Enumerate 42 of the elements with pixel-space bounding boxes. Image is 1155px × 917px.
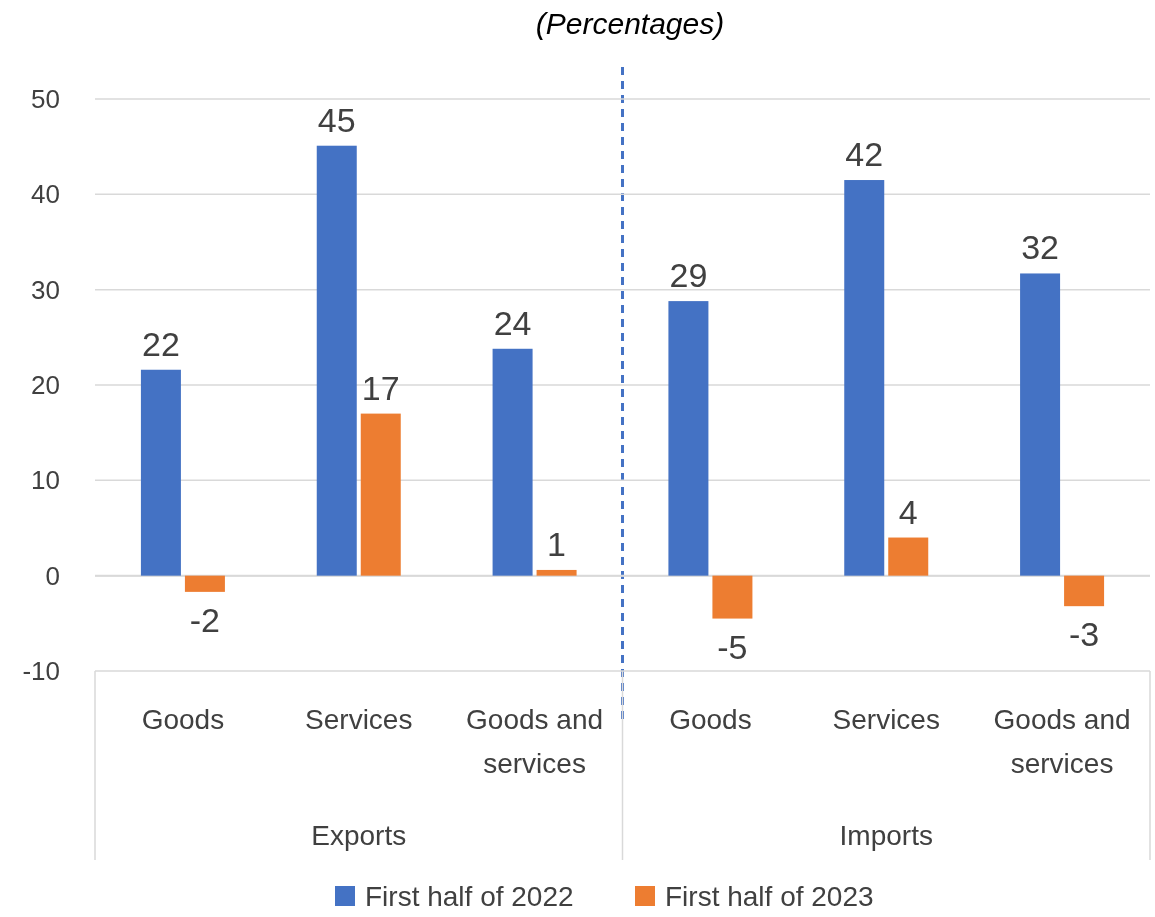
data-label: 32	[1021, 228, 1059, 267]
bar	[492, 348, 533, 576]
data-label: 24	[493, 303, 532, 342]
x-tick-label: Services	[832, 704, 940, 735]
text: Exports	[311, 820, 407, 851]
bar	[844, 180, 885, 576]
data-label: 4	[898, 492, 918, 531]
bar	[1020, 273, 1061, 576]
y-tick-label: 30	[31, 274, 60, 305]
y-tick-label: -10	[22, 656, 60, 687]
data-label: 45	[317, 100, 356, 139]
data-label: 22	[142, 324, 180, 363]
data-label: -2	[189, 600, 221, 639]
bar	[712, 575, 753, 619]
data-label: 1	[547, 524, 567, 563]
x-tick-label: Goods and services	[466, 704, 604, 779]
text: Imports	[839, 820, 933, 851]
legend-label: First half of 2022	[365, 881, 574, 912]
data-label: 17	[361, 368, 400, 407]
y-tick-label: 20	[31, 370, 60, 401]
x-tick-label: Goods	[669, 704, 752, 735]
bar	[536, 569, 577, 576]
y-tick-label: 10	[31, 465, 60, 496]
x-tick-label: Services	[305, 704, 413, 735]
bar	[360, 413, 401, 576]
bar	[1064, 575, 1105, 607]
data-label: 42	[845, 135, 884, 174]
chart-title: (Percentages)	[535, 7, 725, 40]
bar	[140, 369, 181, 576]
y-tick-label: 0	[45, 560, 60, 591]
data-label: -3	[1068, 615, 1100, 654]
x-tick-label: Goods	[141, 704, 225, 735]
bar	[316, 145, 357, 576]
data-label: -5	[717, 627, 748, 666]
bar	[888, 537, 929, 576]
data-label: 29	[669, 256, 708, 295]
y-tick-label: 40	[31, 179, 60, 210]
x-tick-label: Goods and services	[993, 704, 1131, 779]
bar	[668, 301, 709, 576]
legend-label: First half of 2023	[665, 881, 874, 912]
bar	[184, 575, 225, 592]
y-tick-label: 50	[31, 84, 60, 115]
